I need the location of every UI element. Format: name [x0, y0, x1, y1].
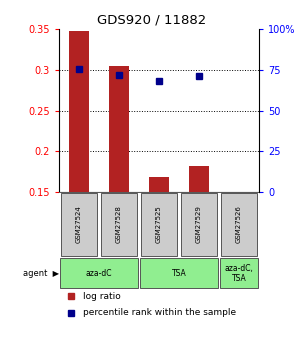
Text: GSM27524: GSM27524 — [76, 206, 82, 243]
Text: TSA: TSA — [172, 269, 186, 278]
Text: GSM27529: GSM27529 — [196, 206, 202, 244]
Text: GSM27526: GSM27526 — [236, 206, 242, 244]
FancyBboxPatch shape — [181, 193, 217, 256]
FancyBboxPatch shape — [141, 193, 177, 256]
FancyBboxPatch shape — [101, 193, 137, 256]
FancyBboxPatch shape — [140, 258, 218, 288]
FancyBboxPatch shape — [60, 258, 138, 288]
Text: log ratio: log ratio — [83, 292, 121, 300]
Text: GSM27528: GSM27528 — [116, 206, 122, 244]
Text: aza-dC: aza-dC — [86, 269, 112, 278]
Bar — [69, 31, 89, 192]
Text: GSM27525: GSM27525 — [156, 206, 162, 243]
Bar — [149, 177, 169, 192]
Text: agent  ▶: agent ▶ — [23, 269, 59, 278]
FancyBboxPatch shape — [61, 193, 97, 256]
Bar — [109, 66, 129, 192]
FancyBboxPatch shape — [221, 193, 257, 256]
FancyBboxPatch shape — [220, 258, 258, 288]
Text: GDS920 / 11882: GDS920 / 11882 — [97, 13, 206, 26]
Text: aza-dC,
TSA: aza-dC, TSA — [225, 264, 254, 283]
Text: percentile rank within the sample: percentile rank within the sample — [83, 308, 236, 317]
Bar — [189, 166, 209, 192]
